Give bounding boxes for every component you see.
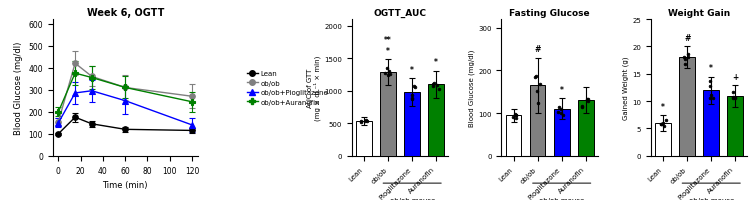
Point <box>384 73 396 76</box>
Point <box>359 118 371 122</box>
Point <box>582 98 594 101</box>
Point <box>510 116 522 120</box>
Point <box>576 106 588 109</box>
Bar <box>381 72 396 156</box>
Point <box>405 97 418 100</box>
Point <box>655 123 667 126</box>
Title: OGTT_AUC: OGTT_AUC <box>374 9 427 18</box>
Point <box>406 94 418 97</box>
Point <box>727 97 739 101</box>
Point <box>531 90 543 93</box>
Bar <box>728 96 743 156</box>
Point <box>427 85 439 88</box>
Point <box>359 119 371 123</box>
Text: #: # <box>535 45 541 54</box>
Y-axis label: Gained Weight (g): Gained Weight (g) <box>623 56 630 120</box>
Point <box>379 72 391 76</box>
X-axis label: Time (min): Time (min) <box>103 180 148 189</box>
Point <box>555 107 567 111</box>
Point <box>361 120 373 123</box>
Text: *: * <box>709 64 713 73</box>
Point <box>382 74 394 78</box>
Point <box>704 85 716 88</box>
Point <box>408 85 420 89</box>
Point <box>678 56 690 60</box>
Point <box>707 97 719 100</box>
Point <box>510 114 522 117</box>
Point <box>682 56 694 60</box>
Title: Weight Gain: Weight Gain <box>668 9 730 18</box>
Legend: Lean, ob/ob, ob/ob+Pioglitazone, ob/ob+Auranofin: Lean, ob/ob, ob/ob+Pioglitazone, ob/ob+A… <box>245 68 331 108</box>
Point <box>555 112 567 115</box>
Point <box>384 70 396 73</box>
Text: ob/ob mouse: ob/ob mouse <box>689 197 734 200</box>
Point <box>507 116 519 119</box>
Point <box>658 125 670 128</box>
Point <box>409 86 421 89</box>
Point <box>534 83 546 86</box>
Point <box>704 80 716 83</box>
Point <box>655 122 667 126</box>
Point <box>729 97 741 100</box>
Point <box>557 114 569 117</box>
Point <box>680 59 692 62</box>
Point <box>530 75 542 78</box>
Bar <box>655 123 671 156</box>
Point <box>510 114 522 117</box>
Text: *: * <box>434 58 438 67</box>
Point <box>552 111 564 114</box>
Point <box>727 96 739 100</box>
Bar <box>554 109 569 156</box>
Text: ob/ob mouse: ob/ob mouse <box>390 197 435 200</box>
Point <box>658 122 670 125</box>
Point <box>427 83 439 86</box>
Text: ob/ob mouse: ob/ob mouse <box>539 197 584 200</box>
Bar <box>530 86 545 156</box>
Point <box>729 96 741 99</box>
Point <box>705 94 717 97</box>
Text: *: * <box>661 102 665 111</box>
Bar <box>506 116 522 156</box>
Point <box>509 113 521 116</box>
Point <box>553 106 565 109</box>
Point <box>680 63 692 67</box>
Point <box>431 84 443 87</box>
Text: *: * <box>559 86 564 95</box>
Bar <box>428 85 444 156</box>
Point <box>704 97 716 100</box>
Point <box>532 101 544 105</box>
Point <box>581 98 593 101</box>
Y-axis label: Blood Glucose (mg/dl): Blood Glucose (mg/dl) <box>14 42 23 134</box>
Y-axis label: AUC of GTT
(mg × dL⁻¹ × min): AUC of GTT (mg × dL⁻¹ × min) <box>307 55 322 121</box>
Point <box>355 119 367 123</box>
Text: #: # <box>684 34 690 43</box>
Point <box>726 91 738 94</box>
Point <box>433 88 445 92</box>
Point <box>581 100 593 103</box>
Point <box>577 105 589 109</box>
Point <box>661 119 673 122</box>
Bar <box>356 122 372 156</box>
Text: *: * <box>410 65 414 74</box>
Title: Week 6, OGTT: Week 6, OGTT <box>87 8 164 18</box>
Y-axis label: Blood Glucose (mg/dl): Blood Glucose (mg/dl) <box>469 50 476 126</box>
Point <box>405 98 418 101</box>
Text: **
*: ** * <box>384 36 392 55</box>
Point <box>529 76 541 79</box>
Point <box>355 120 367 124</box>
Bar <box>704 91 719 156</box>
Point <box>428 82 440 85</box>
Text: +: + <box>732 72 738 81</box>
Point <box>381 68 393 71</box>
Bar <box>680 58 695 156</box>
Title: Fasting Glucose: Fasting Glucose <box>510 9 590 18</box>
Bar <box>405 93 420 156</box>
Bar <box>578 101 593 156</box>
Point <box>682 53 694 56</box>
